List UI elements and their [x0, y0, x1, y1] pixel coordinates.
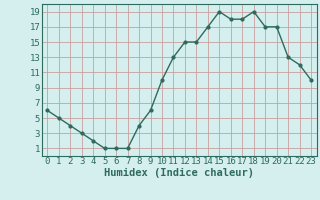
X-axis label: Humidex (Indice chaleur): Humidex (Indice chaleur) — [104, 168, 254, 178]
